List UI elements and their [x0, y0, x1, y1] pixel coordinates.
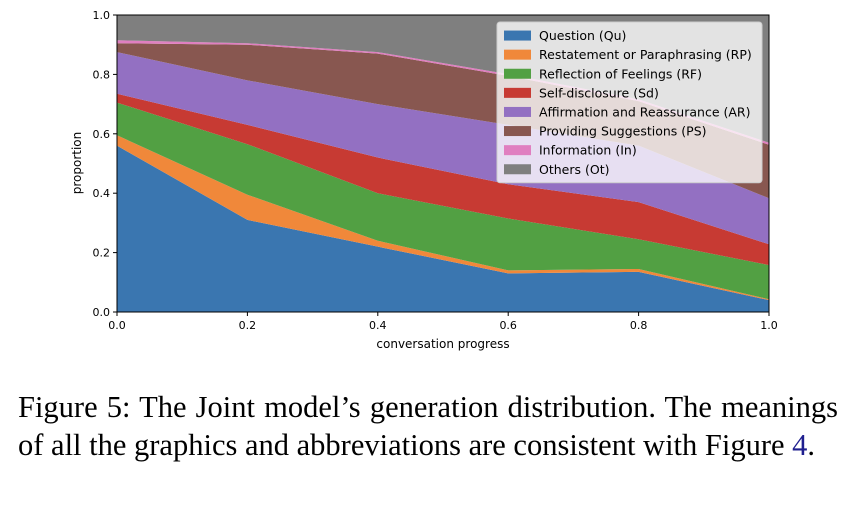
legend-label-reflection-of-feelings: Reflection of Feelings (RF)	[539, 66, 702, 81]
x-tick-label: 0.6	[499, 319, 517, 332]
x-tick-label: 1.0	[760, 319, 778, 332]
y-tick-label: 0.4	[93, 187, 111, 200]
x-tick-label: 0.4	[369, 319, 387, 332]
y-tick-label: 0.6	[93, 128, 111, 141]
legend-label-self-disclosure: Self-disclosure (Sd)	[539, 85, 659, 100]
x-tick-label: 0.0	[108, 319, 126, 332]
x-tick-label: 0.8	[630, 319, 648, 332]
legend-swatch-self-disclosure	[504, 87, 531, 98]
caption-end: .	[807, 427, 816, 462]
y-tick-label: 0.0	[93, 306, 111, 319]
stacked-area-chart: 0.0 0.2 0.4 0.6 0.8 1.0 0.0 0.2 0.4 0.6 0.8 1.0 co…	[70, 9, 778, 351]
legend-label-question: Question (Qu)	[539, 28, 626, 43]
y-tick-label: 1.0	[93, 9, 111, 22]
legend-label-affirmation-and-reassurance: Affirmation and Reassurance (AR)	[539, 104, 750, 119]
x-axis: 0.0 0.2 0.4 0.6 0.8 1.0	[108, 312, 778, 332]
y-axis-label: proportion	[70, 132, 84, 195]
figure-reference-link[interactable]: 4	[792, 427, 808, 462]
legend-label-information: Information (In)	[539, 143, 637, 158]
legend: Question (Qu) Restatement or Paraphrasing…	[496, 21, 763, 184]
y-tick-label: 0.2	[93, 247, 111, 260]
legend-label-others: Others (Ot)	[539, 162, 609, 177]
legend-swatch-providing-suggestions	[504, 126, 531, 137]
legend-swatch-affirmation-and-reassurance	[504, 106, 531, 117]
caption-text: Figure 5: The Joint model’s generation d…	[18, 390, 838, 462]
legend-swatch-information	[504, 145, 531, 156]
legend-swatch-restatement-or-paraphrasing	[504, 49, 531, 60]
area-reflection-of-feelings	[117, 102, 769, 300]
y-axis: 0.0 0.2 0.4 0.6 0.8 1.0	[93, 9, 117, 319]
legend-label-providing-suggestions: Providing Suggestions (PS)	[539, 124, 707, 139]
area-question	[117, 145, 769, 312]
area-providing-suggestions	[117, 43, 769, 199]
x-tick-label: 0.2	[239, 319, 257, 332]
legend-label-restatement-or-paraphrasing: Restatement or Paraphrasing (RP)	[539, 47, 752, 62]
plot-frame	[116, 14, 770, 313]
y-tick-label: 0.8	[93, 68, 111, 81]
legend-box	[496, 21, 763, 184]
legend-swatch-others	[504, 164, 531, 175]
x-axis-label: conversation progress	[376, 337, 509, 351]
legend-swatch-reflection-of-feelings	[504, 68, 531, 79]
legend-swatch-question	[504, 30, 531, 41]
area-self-disclosure	[117, 93, 769, 266]
area-restatement-or-paraphrasing	[117, 135, 769, 301]
figure-caption: Figure 5: The Joint model’s generation d…	[18, 389, 838, 464]
area-affirmation-and-reassurance	[117, 52, 769, 245]
